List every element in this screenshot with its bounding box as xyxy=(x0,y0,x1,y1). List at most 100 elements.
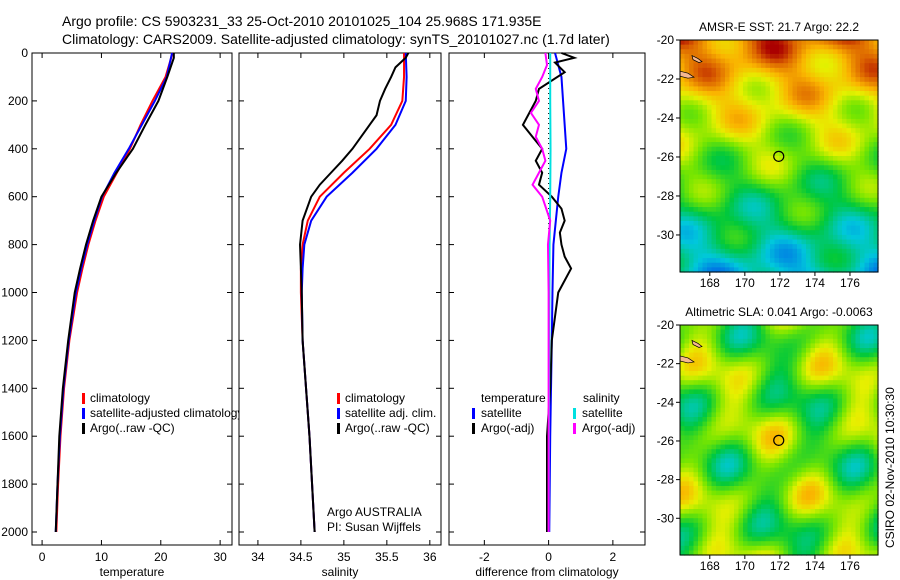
map-cell xyxy=(855,53,861,60)
map-cell xyxy=(725,407,731,413)
map-cell xyxy=(788,114,794,120)
map-cell xyxy=(756,225,762,231)
map-cell xyxy=(711,109,717,115)
map-cell xyxy=(788,207,794,213)
map-cell xyxy=(864,211,870,217)
map-cell xyxy=(693,81,699,87)
map-cell xyxy=(738,174,744,180)
map-cell xyxy=(846,407,852,413)
map-cell xyxy=(720,234,726,241)
x-tick-label: 0 xyxy=(39,550,46,564)
map-cell xyxy=(711,486,717,492)
map-cell xyxy=(819,207,825,213)
map-cell xyxy=(747,244,753,250)
map-cell xyxy=(869,380,875,386)
map-cell xyxy=(851,244,857,250)
map-cell xyxy=(846,453,852,459)
map-cell xyxy=(855,72,861,78)
map-cell xyxy=(842,63,848,69)
map-cell xyxy=(734,179,740,185)
map-cell xyxy=(761,509,767,515)
map-cell xyxy=(770,239,776,245)
map-cell xyxy=(738,435,744,441)
map-cell xyxy=(756,137,762,143)
map-cell xyxy=(725,132,731,139)
map-cell xyxy=(864,132,870,139)
map-cell xyxy=(788,169,794,176)
map-cell xyxy=(860,522,866,528)
map-cell xyxy=(765,421,771,427)
map-cell xyxy=(702,509,708,515)
map-cell xyxy=(698,499,704,505)
map-cell xyxy=(851,426,857,432)
map-cell xyxy=(747,234,753,241)
map-cell xyxy=(761,412,767,418)
map-cell xyxy=(707,262,713,268)
map-cell xyxy=(833,366,839,372)
map-cell xyxy=(860,267,866,273)
map-cell xyxy=(779,262,785,268)
map-cell xyxy=(725,267,731,273)
map-cell xyxy=(837,371,843,377)
map-cell xyxy=(851,100,857,106)
map-cell xyxy=(770,366,776,372)
map-cell xyxy=(765,440,771,446)
map-cell xyxy=(698,371,704,377)
map-cell xyxy=(774,230,780,236)
map-cell xyxy=(720,550,726,556)
map-cell xyxy=(770,453,776,459)
map-cell xyxy=(765,86,771,92)
map-cell xyxy=(846,230,852,236)
map-cell xyxy=(680,541,686,547)
map-cell xyxy=(819,417,825,423)
map-cell xyxy=(774,384,780,390)
map-cell xyxy=(693,49,699,55)
map-cell xyxy=(788,123,794,129)
map-cell xyxy=(837,244,843,250)
map-cell xyxy=(707,183,713,190)
map-cell xyxy=(819,440,825,446)
map-cell xyxy=(711,407,717,413)
map-cell xyxy=(824,522,830,528)
map-cell xyxy=(770,207,776,213)
map-cell xyxy=(810,53,816,60)
x-tick-label: 36 xyxy=(423,550,437,564)
map-cell xyxy=(752,248,758,255)
map-cell xyxy=(743,207,749,213)
map-cell xyxy=(833,527,839,533)
map-cell xyxy=(698,179,704,185)
map-cell xyxy=(788,248,794,255)
map-cell xyxy=(680,348,686,354)
map-cell xyxy=(707,142,713,148)
map-cell xyxy=(761,532,767,538)
map-cell xyxy=(824,495,830,501)
map-cell xyxy=(765,216,771,222)
map-cell xyxy=(833,40,839,46)
map-cell xyxy=(761,118,767,125)
map-cell xyxy=(810,239,816,245)
map-cell xyxy=(815,472,821,478)
map-cell xyxy=(720,262,726,268)
map-cell xyxy=(846,463,852,469)
map-cell xyxy=(729,207,735,213)
map-cell xyxy=(819,527,825,533)
map-cell xyxy=(698,165,704,171)
map-cell xyxy=(684,476,690,482)
map-cell xyxy=(734,262,740,268)
map-cell xyxy=(734,220,740,227)
map-cell xyxy=(792,220,798,227)
map-cell xyxy=(752,123,758,129)
map-cell xyxy=(698,197,704,203)
map-cell xyxy=(716,225,722,231)
map-cell xyxy=(747,109,753,115)
map-cell xyxy=(698,72,704,78)
map-cell xyxy=(702,193,708,199)
map-cell xyxy=(864,371,870,377)
map-cell xyxy=(842,532,848,538)
map-cell xyxy=(747,518,753,524)
map-cell xyxy=(806,104,812,111)
map-cell xyxy=(797,53,803,60)
map-cell xyxy=(680,100,686,106)
map-cell xyxy=(873,444,879,450)
map-cell xyxy=(770,325,776,331)
